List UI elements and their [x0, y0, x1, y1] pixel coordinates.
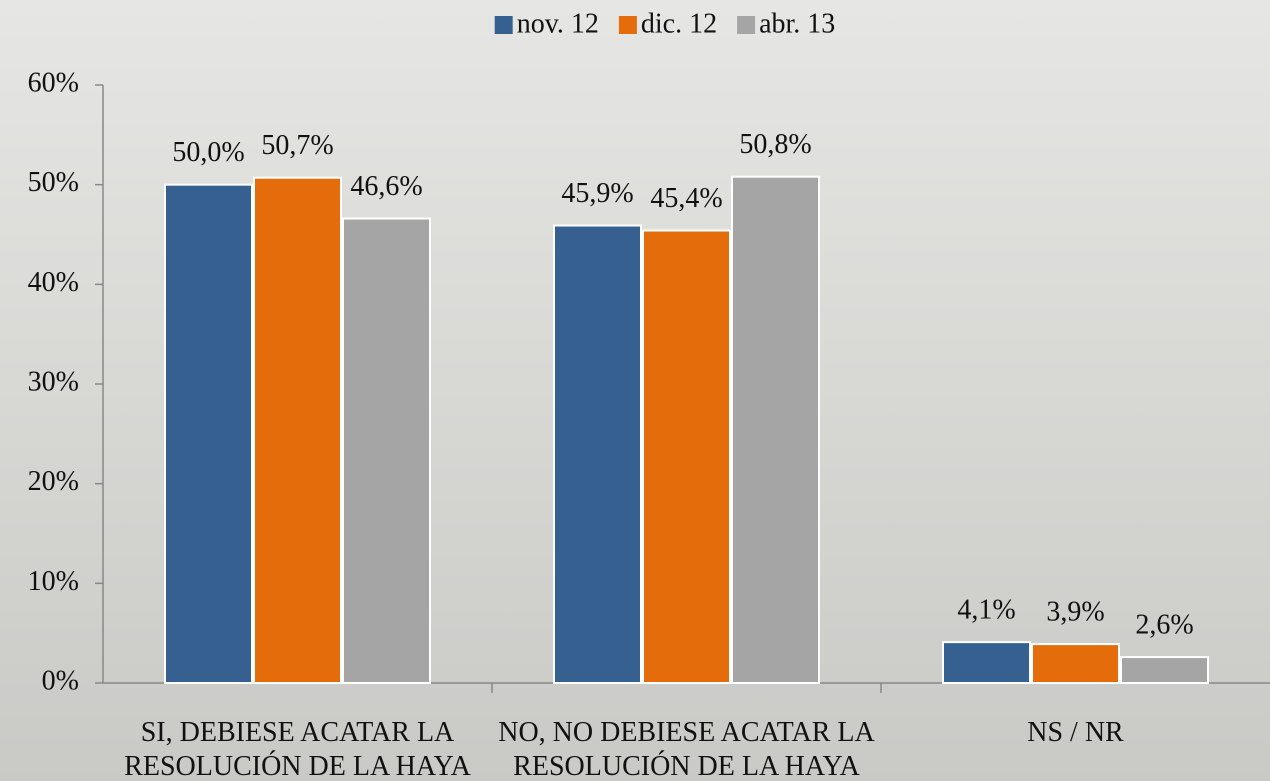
y-tick-label: 60% [28, 67, 79, 98]
value-label: 46,6% [350, 171, 422, 202]
value-label: 3,9% [1046, 597, 1104, 628]
x-tick-label-line: RESOLUCIÓN DE LA HAYA [513, 751, 860, 781]
legend-swatch [618, 16, 637, 34]
x-tick-label-line: SI, DEBIESE ACATAR LA [141, 717, 455, 748]
bar [642, 229, 731, 684]
y-tick-label: 40% [28, 267, 79, 298]
value-label: 50,7% [261, 130, 333, 161]
bar [731, 175, 820, 684]
bar [1120, 656, 1209, 685]
legend-swatch [494, 16, 513, 34]
legend: nov. 12 dic. 12 abr. 13 [494, 8, 835, 39]
value-label: 45,9% [561, 178, 633, 209]
bar [1031, 643, 1120, 685]
bar [553, 224, 642, 684]
legend-label: nov. 12 [517, 8, 599, 39]
value-label: 4,1% [957, 595, 1015, 626]
bar [342, 217, 431, 684]
x-tick-label: SI, DEBIESE ACATAR LA RESOLUCIÓN DE LA HA… [124, 717, 471, 781]
y-tick-label: 30% [28, 366, 79, 397]
legend-label: abr. 13 [759, 8, 835, 39]
y-tick-label: 50% [28, 167, 79, 198]
x-tick-label: NS / NR [1027, 717, 1124, 748]
bar [164, 183, 253, 685]
value-label: 50,0% [172, 137, 244, 168]
x-tick-label: NO, NO DEBIESE ACATAR LA RESOLUCIÓN DE LA… [498, 717, 875, 781]
x-tick-label-line: RESOLUCIÓN DE LA HAYA [124, 751, 471, 781]
value-label: 45,4% [650, 183, 722, 214]
value-label: 50,8% [739, 129, 811, 160]
y-tick-label: 20% [28, 466, 79, 497]
value-label: 2,6% [1135, 610, 1193, 641]
x-tick-label-line: NO, NO DEBIESE ACATAR LA [498, 717, 875, 748]
bar [942, 641, 1031, 684]
y-tick-label: 0% [42, 665, 79, 696]
bar [253, 176, 342, 684]
y-tick-label: 10% [28, 566, 79, 597]
x-tick-label-line: NS / NR [1027, 717, 1124, 748]
legend-label: dic. 12 [641, 8, 717, 39]
legend-swatch [737, 16, 756, 34]
